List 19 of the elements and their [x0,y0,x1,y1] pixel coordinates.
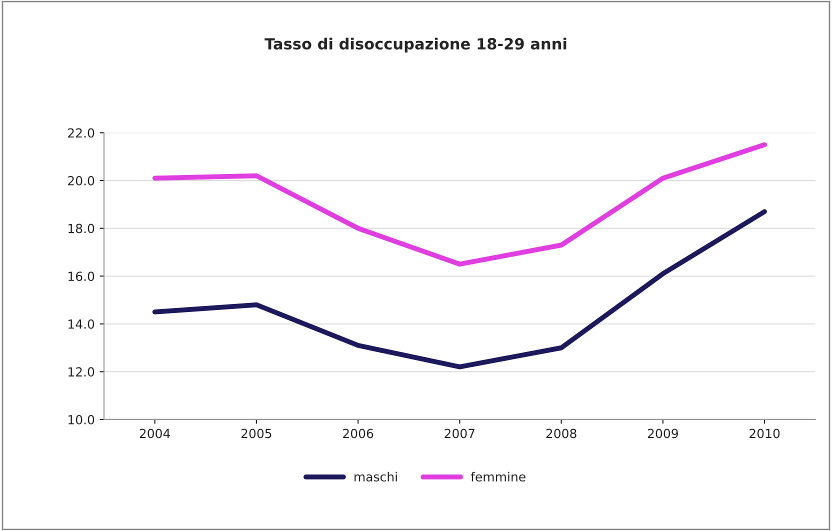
x-tick-label: 2008 [546,428,576,438]
x-tick-label: 2006 [343,428,374,438]
x-tick-label: 2007 [444,428,475,438]
legend-label: maschi [354,472,397,482]
y-tick-label: 10.0 [68,414,94,424]
y-tick-label: 22.0 [68,128,94,138]
legend-label: femmine [470,472,526,482]
x-tick-label: 2004 [140,428,170,438]
line-series [152,209,767,370]
line-series [152,142,767,267]
y-tick-label: 16.0 [68,272,94,282]
x-tick-label: 2010 [750,428,780,438]
y-tick-label: 12.0 [68,367,94,377]
chart-title: Tasso di disoccupazione 18-29 anni [264,38,566,53]
x-tick-label: 2009 [648,428,678,438]
x-tick-label: 2005 [241,428,272,438]
y-tick-label: 18.0 [68,224,94,234]
y-tick-label: 20.0 [68,176,94,186]
y-tick-label: 14.0 [68,319,94,329]
